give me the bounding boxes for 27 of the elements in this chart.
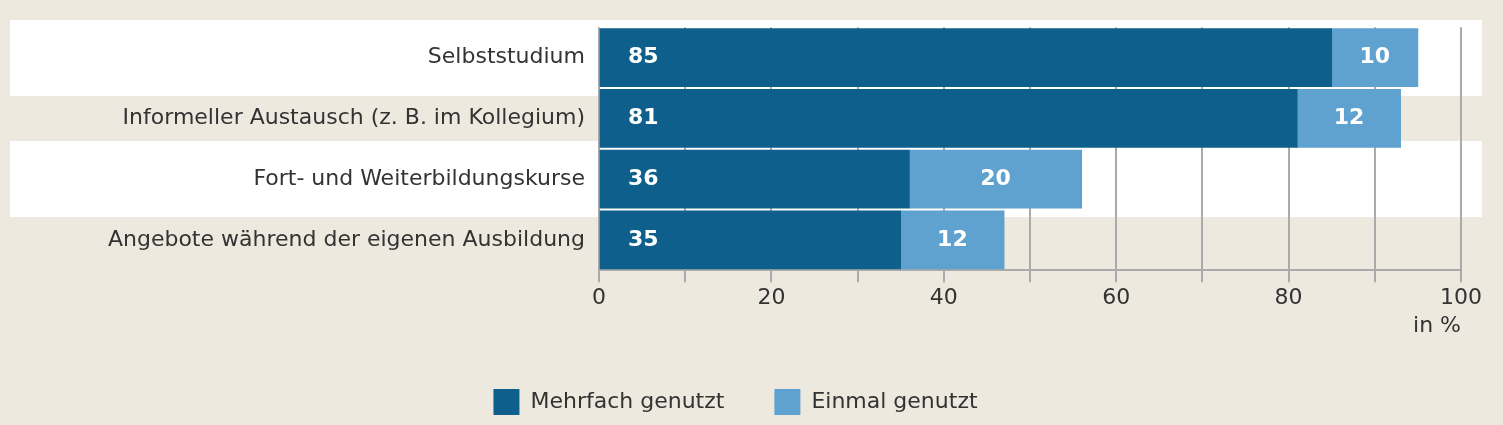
data-label: 36 [628, 164, 659, 190]
x-tick-label: 100 [1440, 284, 1482, 310]
y-tick-label: Fort- und Weiterbildungskurse [253, 164, 585, 190]
data-label: 20 [980, 164, 1011, 190]
x-tick-label: 20 [757, 284, 786, 310]
bar [900, 210, 1005, 270]
x-axis-title: in % [1413, 311, 1461, 337]
x-tick-label: 40 [929, 284, 958, 310]
bar [1296, 89, 1401, 148]
x-tick-label: 80 [1274, 284, 1303, 310]
data-label: 81 [628, 104, 659, 130]
data-label: 12 [1333, 104, 1365, 130]
data-label: 35 [628, 225, 659, 251]
legend-label: Einmal genutzt [811, 387, 978, 413]
x-tick-label: 60 [1102, 284, 1131, 310]
legend-label: Mehrfach genutzt [530, 387, 725, 413]
bar [599, 149, 910, 209]
x-tick-label: 0 [592, 284, 606, 310]
data-label: 12 [937, 225, 968, 251]
bar [599, 210, 902, 270]
bar [1331, 28, 1419, 87]
bar [908, 149, 1083, 209]
data-label: 10 [1359, 43, 1391, 69]
data-label: 85 [628, 43, 659, 69]
y-tick-label: Informeller Austausch (z. B. im Kollegium) [122, 104, 585, 130]
y-tick-label: Angebote während der eigenen Ausbildung [107, 225, 585, 251]
y-tick-label: Selbststudium [427, 43, 585, 69]
